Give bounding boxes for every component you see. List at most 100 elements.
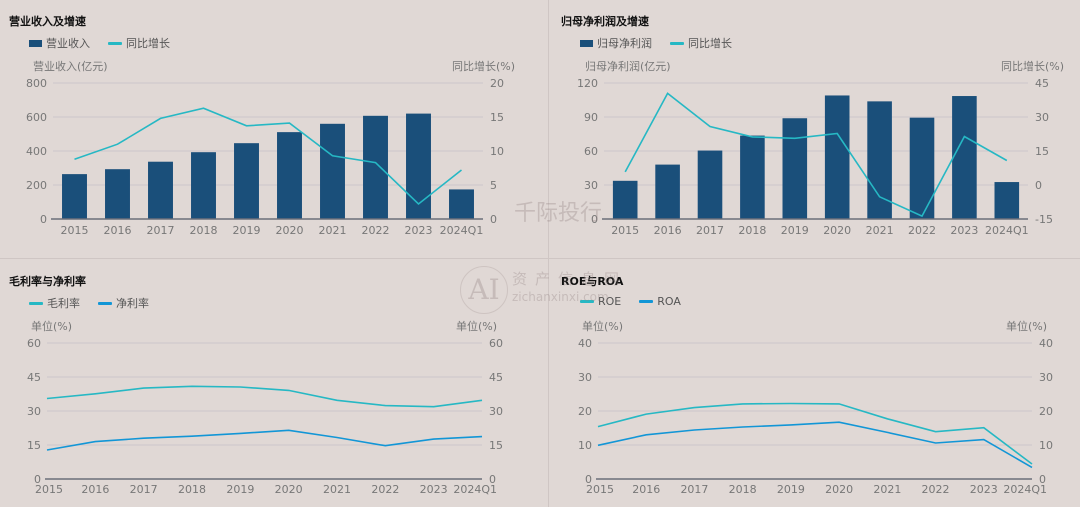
legend-label: ROA bbox=[657, 295, 681, 308]
bar bbox=[612, 180, 638, 219]
x-tick-label: 2017 bbox=[130, 483, 158, 496]
y-tick-right: 0 bbox=[489, 473, 496, 486]
series-line bbox=[74, 107, 462, 206]
line-swatch-icon bbox=[98, 301, 112, 305]
line-swatch-icon bbox=[29, 301, 43, 305]
x-tick-label: 2021 bbox=[866, 224, 894, 237]
legend: 归母净利润 同比增长 bbox=[580, 35, 732, 51]
x-tick-label: 2018 bbox=[178, 483, 206, 496]
y-tick-right: 20 bbox=[1039, 405, 1053, 418]
x-tick-label: 2015 bbox=[35, 483, 63, 496]
bar bbox=[191, 152, 216, 219]
x-tick-label: 2024Q1 bbox=[985, 224, 1029, 237]
legend-item-roe[interactable]: ROE bbox=[580, 295, 621, 308]
legend-label: 同比增长 bbox=[126, 37, 170, 50]
series-line bbox=[46, 429, 483, 451]
legend-label: 归母净利润 bbox=[597, 37, 652, 50]
x-tick-label: 2017 bbox=[680, 483, 708, 496]
y-tick-right: 20 bbox=[490, 77, 504, 90]
chart-title: 营业收入及增速 bbox=[9, 15, 86, 28]
legend: ROE ROA bbox=[580, 295, 681, 308]
legend-label: 毛利率 bbox=[47, 297, 80, 310]
bar bbox=[148, 161, 173, 219]
line-swatch-icon bbox=[108, 41, 122, 45]
bar bbox=[655, 164, 680, 219]
y-tick-right: 5 bbox=[490, 179, 497, 192]
x-tick-label: 2017 bbox=[696, 224, 724, 237]
x-tick-label: 2019 bbox=[226, 483, 254, 496]
y-tick-right: 15 bbox=[490, 111, 504, 124]
y-axis-title-right: 单位(%) bbox=[456, 319, 497, 333]
bar bbox=[824, 95, 850, 219]
legend-item-growth[interactable]: 同比增长 bbox=[108, 35, 170, 51]
y-tick-left: 30 bbox=[578, 371, 592, 384]
legend-label: 营业收入 bbox=[46, 37, 90, 50]
legend-item-revenue[interactable]: 营业收入 bbox=[29, 35, 90, 51]
x-tick-label: 2016 bbox=[81, 483, 109, 496]
x-tick-label: 2023 bbox=[420, 483, 448, 496]
y-axis-title-left: 单位(%) bbox=[31, 319, 72, 333]
x-tick-label: 2015 bbox=[61, 224, 89, 237]
x-tick-label: 2018 bbox=[190, 224, 218, 237]
legend: 毛利率 净利率 bbox=[29, 295, 149, 311]
y-axis-title-left: 单位(%) bbox=[582, 319, 623, 333]
x-tick-label: 2018 bbox=[738, 224, 766, 237]
y-tick-right: 30 bbox=[489, 405, 503, 418]
bar bbox=[320, 123, 345, 219]
y-tick-left: 45 bbox=[27, 371, 41, 384]
bar-swatch-icon bbox=[29, 39, 42, 47]
legend-item-net-profit[interactable]: 归母净利润 bbox=[580, 35, 652, 51]
x-tick-label: 2022 bbox=[371, 483, 399, 496]
x-tick-label: 2019 bbox=[233, 224, 261, 237]
bar bbox=[697, 150, 723, 219]
y-tick-left: 400 bbox=[26, 145, 47, 158]
bar bbox=[449, 189, 474, 219]
y-tick-left: 15 bbox=[27, 439, 41, 452]
bar bbox=[909, 117, 935, 219]
horizontal-divider bbox=[0, 258, 1080, 259]
chart-title: 归母净利润及增速 bbox=[561, 15, 649, 28]
bar bbox=[740, 135, 765, 219]
x-tick-label: 2022 bbox=[908, 224, 936, 237]
y-tick-left: 40 bbox=[578, 337, 592, 350]
series-line bbox=[46, 385, 483, 408]
y-axis-title-right: 单位(%) bbox=[1006, 319, 1047, 333]
y-tick-left: 800 bbox=[26, 77, 47, 90]
x-tick-label: 2020 bbox=[825, 483, 853, 496]
y-tick-right: 15 bbox=[489, 439, 503, 452]
y-tick-left: 90 bbox=[584, 111, 598, 124]
y-axis-title-right: 同比增长(%) bbox=[452, 59, 515, 73]
legend-item-growth[interactable]: 同比增长 bbox=[670, 35, 732, 51]
legend-item-net-margin[interactable]: 净利率 bbox=[98, 295, 149, 311]
y-tick-right: 10 bbox=[490, 145, 504, 158]
x-tick-label: 2015 bbox=[611, 224, 639, 237]
line-swatch-icon bbox=[639, 300, 654, 303]
x-tick-label: 2022 bbox=[922, 483, 950, 496]
y-axis-title-right: 同比增长(%) bbox=[1001, 59, 1064, 73]
y-tick-left: 0 bbox=[40, 213, 47, 226]
y-axis-title-left: 归母净利润(亿元) bbox=[585, 59, 671, 73]
y-tick-left: 10 bbox=[578, 439, 592, 452]
legend: 营业收入 同比增长 bbox=[29, 35, 170, 51]
x-tick-label: 2020 bbox=[275, 483, 303, 496]
bar bbox=[952, 96, 977, 219]
legend-item-roa[interactable]: ROA bbox=[639, 295, 681, 308]
series-line bbox=[624, 92, 1008, 218]
y-tick-left: 200 bbox=[26, 179, 47, 192]
chart-title: 毛利率与净利率 bbox=[9, 275, 86, 288]
x-tick-label: 2017 bbox=[147, 224, 175, 237]
x-tick-label: 2021 bbox=[873, 483, 901, 496]
legend-label: 同比增长 bbox=[688, 37, 732, 50]
y-axis-title-left: 营业收入(亿元) bbox=[33, 59, 108, 73]
x-tick-label: 2016 bbox=[104, 224, 132, 237]
x-tick-label: 2015 bbox=[586, 483, 614, 496]
bar bbox=[105, 169, 130, 219]
y-tick-right: 10 bbox=[1039, 439, 1053, 452]
x-tick-label: 2019 bbox=[777, 483, 805, 496]
line-swatch-icon bbox=[580, 300, 594, 303]
y-tick-left: 0 bbox=[591, 213, 598, 226]
y-tick-left: 20 bbox=[578, 405, 592, 418]
legend-item-gross-margin[interactable]: 毛利率 bbox=[29, 295, 80, 311]
x-tick-label: 2016 bbox=[632, 483, 660, 496]
x-tick-label: 2023 bbox=[970, 483, 998, 496]
